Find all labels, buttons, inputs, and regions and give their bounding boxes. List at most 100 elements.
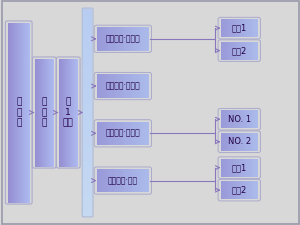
Bar	[241, 42, 242, 60]
Bar	[112, 27, 114, 51]
Bar	[239, 159, 241, 177]
Bar	[9, 22, 10, 202]
Bar	[226, 42, 227, 60]
Bar	[250, 133, 251, 151]
Bar	[36, 58, 37, 166]
Bar	[232, 181, 233, 199]
Bar	[237, 110, 238, 128]
Bar	[248, 110, 249, 128]
Bar	[246, 133, 247, 151]
Bar	[110, 74, 111, 98]
Bar	[133, 74, 135, 98]
Bar	[100, 122, 102, 145]
Bar	[75, 58, 76, 166]
Bar	[16, 22, 17, 202]
Bar	[236, 159, 238, 177]
Bar	[238, 19, 239, 37]
Bar	[110, 27, 111, 51]
Bar	[242, 42, 243, 60]
Bar	[224, 181, 226, 199]
Bar	[10, 22, 11, 202]
Bar	[25, 22, 26, 202]
Bar	[146, 27, 148, 51]
Bar	[246, 110, 247, 128]
Bar	[39, 58, 40, 166]
Bar	[104, 27, 106, 51]
Bar	[234, 42, 235, 60]
Bar	[253, 42, 255, 60]
Bar	[98, 169, 100, 192]
Bar	[38, 58, 39, 166]
Bar	[70, 58, 71, 166]
Bar	[239, 19, 241, 37]
Bar	[104, 122, 106, 145]
Bar	[43, 58, 44, 166]
Text: 第
二
节: 第 二 节	[42, 98, 47, 127]
Bar	[122, 122, 123, 145]
Bar	[24, 22, 25, 202]
Bar	[246, 42, 247, 60]
Bar	[13, 22, 14, 202]
Bar	[15, 22, 16, 202]
Bar	[146, 122, 148, 145]
Bar	[48, 58, 49, 166]
Bar	[229, 110, 230, 128]
Bar	[83, 199, 92, 204]
Bar	[241, 181, 242, 199]
Bar	[35, 58, 36, 166]
Bar	[250, 133, 252, 151]
Bar	[228, 133, 229, 151]
Bar	[83, 13, 92, 17]
Bar	[83, 120, 92, 125]
Bar	[83, 170, 92, 175]
Bar	[244, 181, 245, 199]
Bar	[83, 145, 92, 150]
Bar	[83, 67, 92, 71]
Bar	[235, 110, 236, 128]
Bar	[132, 169, 134, 192]
Bar	[83, 100, 92, 104]
Bar	[136, 74, 138, 98]
Bar	[238, 133, 239, 151]
Bar	[229, 42, 230, 60]
Bar	[142, 169, 144, 192]
Bar	[108, 27, 110, 51]
Bar	[141, 122, 143, 145]
Bar	[257, 181, 258, 199]
Bar	[220, 42, 222, 60]
Bar	[119, 74, 121, 98]
Bar	[76, 58, 77, 166]
Bar	[76, 58, 77, 166]
Bar	[225, 181, 226, 199]
Bar	[71, 58, 72, 166]
Bar	[83, 87, 92, 92]
Bar	[244, 42, 245, 60]
Bar	[83, 207, 92, 212]
Bar	[83, 112, 92, 117]
Bar	[243, 19, 244, 37]
Bar	[222, 133, 224, 151]
Bar	[118, 27, 119, 51]
Bar	[103, 169, 105, 192]
Bar	[112, 122, 114, 145]
Bar	[135, 27, 136, 51]
Bar	[83, 153, 92, 158]
Bar	[116, 169, 118, 192]
Bar	[229, 159, 230, 177]
Bar	[230, 19, 231, 37]
Text: 演炳2: 演炳2	[232, 186, 247, 195]
Bar	[83, 50, 92, 54]
Bar	[146, 74, 148, 98]
Bar	[58, 58, 59, 166]
Bar	[253, 133, 255, 151]
Bar	[236, 42, 238, 60]
Bar	[242, 110, 243, 128]
Bar	[129, 122, 131, 145]
Bar	[17, 22, 18, 202]
Bar	[12, 22, 13, 202]
Bar	[244, 110, 245, 128]
Bar	[227, 19, 228, 37]
Bar	[220, 133, 222, 151]
Bar	[249, 19, 250, 37]
Bar	[61, 58, 62, 166]
